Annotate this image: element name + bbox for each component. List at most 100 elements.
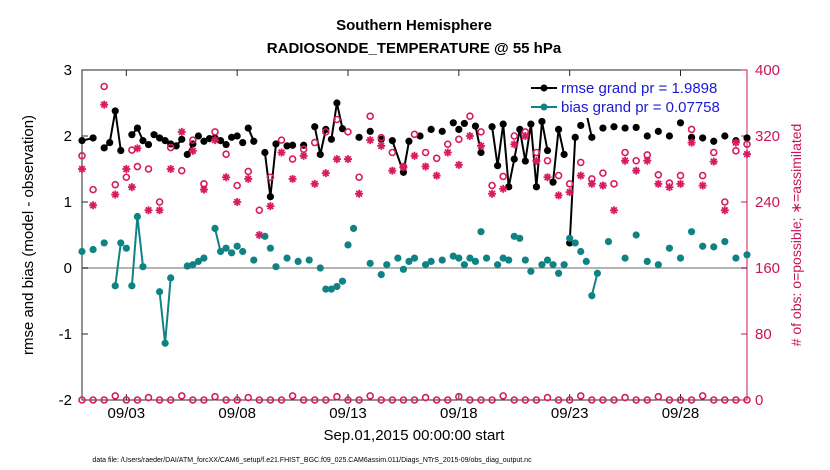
rmse-point xyxy=(366,127,374,135)
bias-point xyxy=(211,224,219,232)
assimilated-marker xyxy=(488,189,497,198)
bias-point xyxy=(571,239,579,247)
bias-point xyxy=(294,257,302,265)
rmse-point xyxy=(687,133,696,141)
bias-point xyxy=(510,232,518,240)
assimilated-marker xyxy=(377,141,386,150)
assimilated-marker xyxy=(111,190,120,199)
bias-point xyxy=(710,243,718,251)
bias-point xyxy=(582,257,590,265)
bias-point xyxy=(228,249,236,257)
assimilated-marker xyxy=(277,148,286,157)
rmse-point xyxy=(460,119,468,128)
x-tick-label: 09/18 xyxy=(440,405,478,422)
rmse-point xyxy=(355,133,363,141)
y-tick-label: 2 xyxy=(64,128,72,145)
possible-marker xyxy=(532,396,541,404)
possible-marker xyxy=(466,112,474,120)
assimilated-marker xyxy=(477,141,485,150)
rmse-point xyxy=(194,132,202,140)
bias-line-segment xyxy=(136,216,144,267)
legend-bias-marker xyxy=(540,103,548,111)
assimilated-marker xyxy=(499,184,508,193)
assimilated-marker xyxy=(643,156,652,165)
y-right-tick-label: 0 xyxy=(755,392,763,409)
rmse-point xyxy=(133,124,142,132)
assimilated-marker xyxy=(188,146,197,155)
bias-point xyxy=(455,254,463,262)
rmse-point xyxy=(316,150,324,159)
assimilated-marker xyxy=(177,127,186,136)
assimilated-marker xyxy=(632,166,641,175)
possible-marker xyxy=(144,393,153,402)
assimilated-marker xyxy=(598,181,607,190)
possible-marker xyxy=(554,171,563,180)
assimilated-marker xyxy=(532,156,541,165)
bias-point xyxy=(183,262,191,270)
possible-marker xyxy=(521,396,530,404)
possible-marker xyxy=(732,147,740,155)
assimilated-marker xyxy=(122,165,131,173)
rmse-point xyxy=(543,146,552,155)
rmse-point xyxy=(377,135,385,143)
bias-point xyxy=(155,288,164,296)
rmse-point xyxy=(577,121,585,130)
y-tick-label: -2 xyxy=(59,392,72,409)
possible-marker xyxy=(255,396,264,404)
possible-marker xyxy=(277,136,286,144)
rmse-point xyxy=(283,142,291,150)
series-layer xyxy=(78,82,751,404)
bias-point xyxy=(521,256,529,264)
legend: rmse grand pr = 1.9898 bias grand pr = 0… xyxy=(527,78,744,118)
rmse-point xyxy=(710,137,718,145)
rmse-line-segment xyxy=(103,110,122,151)
rmse-point xyxy=(106,139,114,147)
assimilated-marker xyxy=(211,136,219,145)
assimilated-marker xyxy=(233,198,242,206)
bias-point xyxy=(527,267,535,275)
assimilated-marker xyxy=(510,140,519,149)
bias-point xyxy=(560,261,568,269)
rmse-point xyxy=(427,125,435,133)
possible-marker xyxy=(111,392,120,400)
y-right-tick-label: 240 xyxy=(755,194,780,211)
possible-marker xyxy=(299,396,308,404)
bias-point xyxy=(117,239,125,247)
bias-point xyxy=(161,339,169,347)
y-axis-label-right: # of obs: o=possible; ∗=assimilated xyxy=(788,124,804,347)
rmse-point xyxy=(139,137,147,145)
possible-marker xyxy=(698,392,707,400)
assimilated-marker xyxy=(255,231,264,239)
bias-point xyxy=(516,234,524,242)
possible-marker xyxy=(632,396,640,404)
possible-marker xyxy=(576,158,585,167)
rmse-point xyxy=(261,148,269,157)
bias-point xyxy=(222,244,230,252)
possible-marker xyxy=(632,156,640,165)
possible-marker xyxy=(599,396,607,404)
rmse-point xyxy=(111,107,119,115)
possible-marker xyxy=(388,148,397,157)
bias-point xyxy=(250,256,258,264)
rmse-point xyxy=(438,127,446,135)
rmse-point xyxy=(571,133,579,141)
assimilated-marker xyxy=(155,206,164,215)
bias-point xyxy=(327,285,335,293)
possible-marker xyxy=(100,82,108,91)
possible-marker xyxy=(499,392,507,400)
possible-marker xyxy=(477,128,485,136)
bias-point xyxy=(494,261,502,269)
possible-marker xyxy=(122,173,131,182)
assimilated-marker xyxy=(144,206,153,215)
assimilated-marker xyxy=(454,160,463,169)
rmse-point xyxy=(266,193,275,201)
assimilated-marker xyxy=(332,155,341,164)
rmse-point xyxy=(654,127,662,135)
possible-marker xyxy=(654,170,663,179)
bias-point xyxy=(344,241,352,249)
possible-marker xyxy=(698,171,707,180)
possible-marker xyxy=(310,138,319,147)
rmse-point xyxy=(643,132,651,140)
y-right-tick-label: 400 xyxy=(755,62,780,79)
